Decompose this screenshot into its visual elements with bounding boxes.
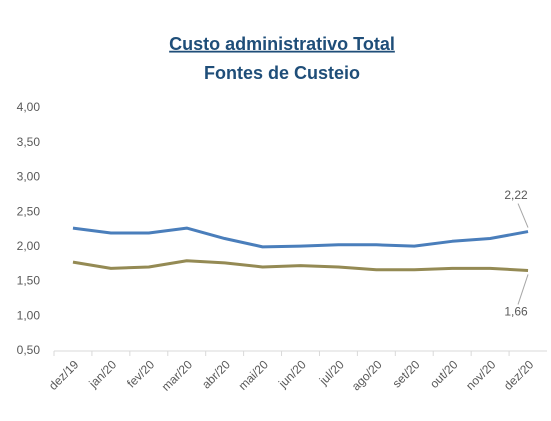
y-tick-label: 3,50 [17, 135, 41, 149]
x-tick-label: out/20 [427, 357, 461, 391]
x-tick-label: fev/20 [124, 357, 157, 390]
y-tick-label: 4,00 [17, 100, 41, 114]
x-tick-label: abr/20 [199, 357, 233, 391]
y-tick-label: 0,50 [17, 343, 41, 357]
y-tick-label: 1,50 [17, 274, 41, 288]
x-tick-label: jul/20 [316, 357, 347, 388]
x-tick-label: jun/20 [275, 357, 309, 391]
x-tick-label: dez/20 [501, 357, 537, 393]
x-tick-label: ago/20 [349, 357, 385, 393]
label-leader [517, 203, 529, 228]
y-tick-label: 2,50 [17, 204, 41, 218]
series-line [72, 259, 529, 272]
chart-title: Custo administrativo Total [169, 34, 395, 54]
y-tick-label: 2,00 [17, 239, 41, 253]
data-label: 2,22 [504, 188, 528, 202]
series-line [72, 226, 529, 249]
x-tick-label: set/20 [390, 357, 423, 390]
x-tick-label: mai/20 [236, 357, 272, 393]
x-tick-label: jan/20 [86, 357, 120, 391]
data-label: 1,66 [504, 305, 528, 319]
x-tick-label: dez/19 [46, 357, 82, 393]
chart-subtitle: Fontes de Custeio [204, 63, 360, 83]
y-tick-label: 3,00 [17, 170, 41, 184]
x-tick-label: nov/20 [463, 357, 499, 393]
label-leader [517, 274, 529, 305]
x-tick-label: mar/20 [159, 357, 196, 394]
y-tick-label: 1,00 [17, 308, 41, 322]
